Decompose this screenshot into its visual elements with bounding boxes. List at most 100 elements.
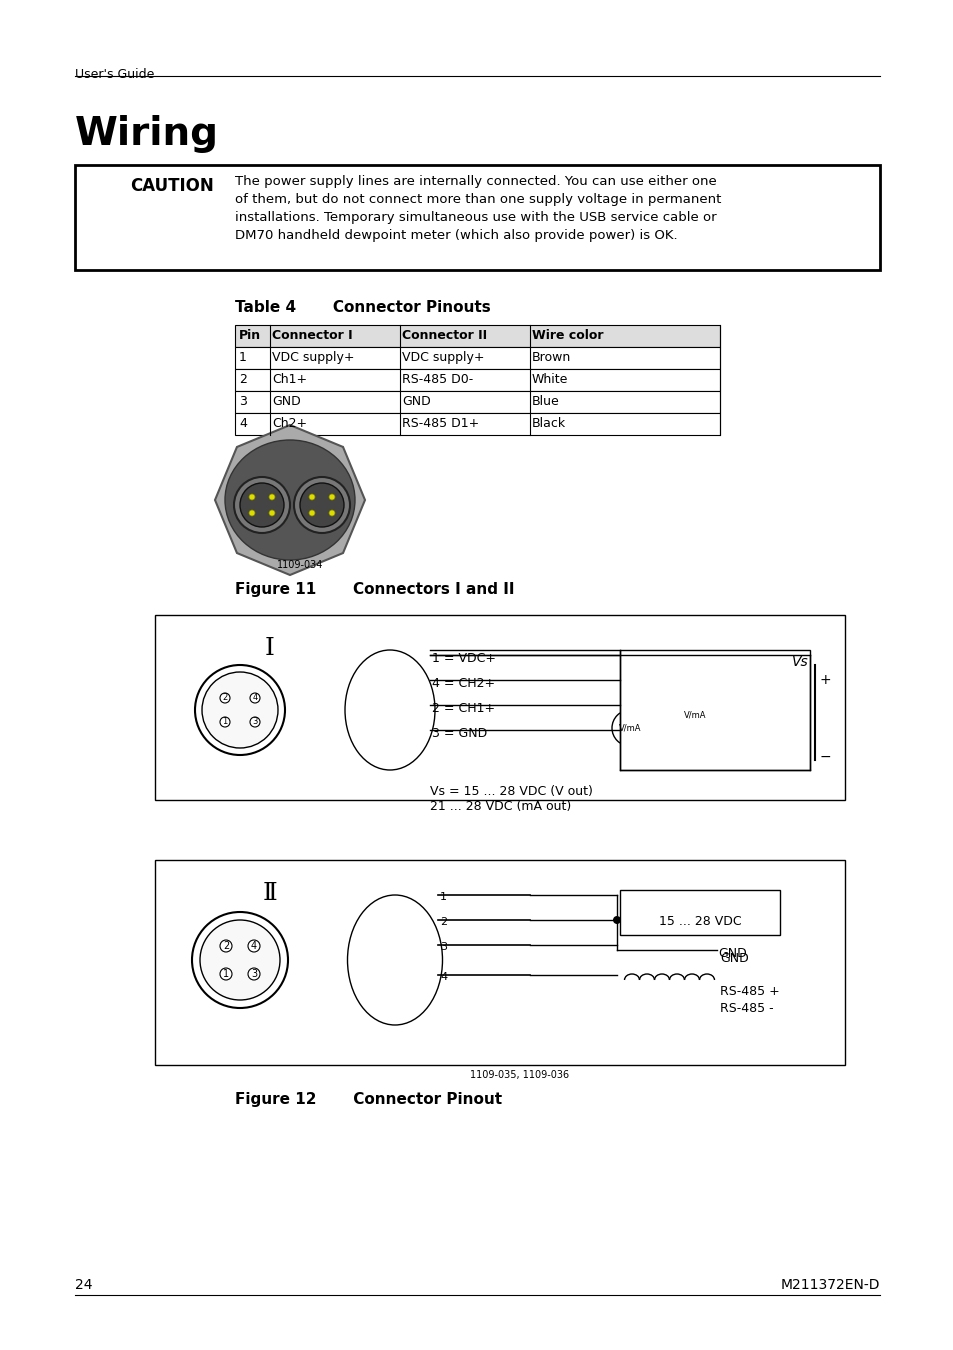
Circle shape	[220, 968, 232, 980]
Circle shape	[294, 477, 350, 533]
Text: Pin: Pin	[239, 329, 261, 342]
Circle shape	[677, 697, 712, 733]
Text: 4: 4	[251, 941, 256, 950]
FancyBboxPatch shape	[75, 165, 879, 270]
Text: Wire color: Wire color	[532, 329, 603, 342]
Circle shape	[220, 717, 230, 728]
Text: Connector II: Connector II	[401, 329, 487, 342]
Circle shape	[613, 917, 620, 923]
Circle shape	[250, 693, 260, 703]
Text: 1109-034: 1109-034	[276, 560, 323, 570]
Circle shape	[250, 717, 260, 728]
Text: 4: 4	[239, 417, 247, 431]
Bar	[234, 392, 720, 413]
Text: II: II	[316, 420, 327, 433]
Circle shape	[192, 913, 288, 1008]
Text: −: −	[820, 751, 831, 764]
Text: 2 = CH1+: 2 = CH1+	[432, 702, 495, 716]
Text: 1109-035, 1109-036: 1109-035, 1109-036	[470, 1071, 569, 1080]
Bar	[234, 325, 720, 347]
Text: 3: 3	[239, 396, 247, 408]
Text: Black: Black	[532, 417, 565, 431]
Text: 3: 3	[252, 717, 257, 726]
Circle shape	[248, 968, 260, 980]
Text: 3: 3	[251, 969, 256, 979]
Text: RS-485 -: RS-485 -	[720, 1002, 773, 1015]
Text: Vs: Vs	[791, 655, 807, 670]
Bar	[154, 860, 844, 1065]
Text: 4 = CH2+: 4 = CH2+	[432, 676, 495, 690]
Circle shape	[200, 919, 280, 1000]
Text: 15 ... 28 VDC: 15 ... 28 VDC	[658, 915, 740, 927]
Text: Ⅰ: Ⅰ	[265, 637, 274, 660]
Text: GND: GND	[272, 396, 300, 408]
Text: Brown: Brown	[532, 351, 571, 364]
Text: RS-485 D1+: RS-485 D1+	[401, 417, 478, 431]
Circle shape	[220, 940, 232, 952]
Text: 3: 3	[439, 942, 447, 952]
Text: I: I	[259, 420, 264, 433]
Text: RS-485 +: RS-485 +	[720, 986, 779, 998]
Text: V/mA: V/mA	[618, 724, 640, 733]
Text: Wiring: Wiring	[75, 115, 219, 153]
Polygon shape	[214, 425, 365, 575]
Text: 3 = GND: 3 = GND	[432, 728, 487, 740]
Bar	[154, 616, 844, 801]
Circle shape	[233, 477, 290, 533]
Ellipse shape	[225, 440, 355, 560]
Circle shape	[220, 693, 230, 703]
Circle shape	[309, 494, 314, 499]
Text: User's Guide: User's Guide	[75, 68, 154, 81]
Text: 1 = VDC+: 1 = VDC+	[432, 652, 496, 666]
Text: Connector I: Connector I	[272, 329, 353, 342]
Text: GND: GND	[401, 396, 431, 408]
Text: +: +	[820, 674, 831, 687]
Text: VDC supply+: VDC supply+	[272, 351, 355, 364]
Bar	[234, 347, 720, 369]
Circle shape	[269, 510, 274, 516]
Text: GND: GND	[720, 952, 748, 965]
Text: The power supply lines are internally connected. You can use either one
of them,: The power supply lines are internally co…	[234, 176, 720, 242]
Circle shape	[329, 510, 335, 516]
Text: 21 ... 28 VDC (mA out): 21 ... 28 VDC (mA out)	[430, 801, 571, 813]
Text: Ch2+: Ch2+	[272, 417, 307, 431]
Circle shape	[299, 483, 344, 526]
Circle shape	[249, 510, 254, 516]
Text: 24: 24	[75, 1278, 92, 1292]
Circle shape	[249, 494, 254, 499]
Circle shape	[612, 710, 647, 747]
Bar	[619, 890, 780, 936]
Circle shape	[240, 483, 284, 526]
Text: White: White	[532, 373, 568, 386]
Text: 4: 4	[439, 972, 447, 981]
Circle shape	[248, 940, 260, 952]
Circle shape	[309, 510, 314, 516]
Text: 2: 2	[222, 694, 228, 702]
Text: Blue: Blue	[532, 396, 559, 408]
Text: M211372EN-D: M211372EN-D	[780, 1278, 879, 1292]
Text: 1: 1	[239, 351, 247, 364]
Text: Vs = 15 ... 28 VDC (V out): Vs = 15 ... 28 VDC (V out)	[430, 784, 592, 798]
Bar	[234, 369, 720, 391]
Text: RS-485 D0-: RS-485 D0-	[401, 373, 473, 386]
Circle shape	[202, 672, 277, 748]
Text: V/mA: V/mA	[683, 710, 705, 720]
Text: Figure 11       Connectors I and II: Figure 11 Connectors I and II	[234, 582, 514, 597]
Text: CAUTION: CAUTION	[130, 177, 213, 194]
Text: Table 4       Connector Pinouts: Table 4 Connector Pinouts	[234, 300, 490, 315]
Text: VDC supply+: VDC supply+	[401, 351, 484, 364]
Circle shape	[329, 494, 335, 499]
Text: 2: 2	[239, 373, 247, 386]
Circle shape	[194, 666, 285, 755]
Text: GND: GND	[718, 946, 746, 960]
Text: 1: 1	[222, 717, 228, 726]
Text: 2: 2	[439, 917, 447, 927]
Text: Ⅱ: Ⅱ	[262, 882, 277, 905]
Circle shape	[269, 494, 274, 499]
Text: 1: 1	[223, 969, 229, 979]
Text: Ch1+: Ch1+	[272, 373, 307, 386]
Text: Figure 12       Connector Pinout: Figure 12 Connector Pinout	[234, 1092, 501, 1107]
Bar	[619, 649, 809, 770]
Bar	[234, 413, 720, 435]
Text: 4: 4	[253, 694, 257, 702]
